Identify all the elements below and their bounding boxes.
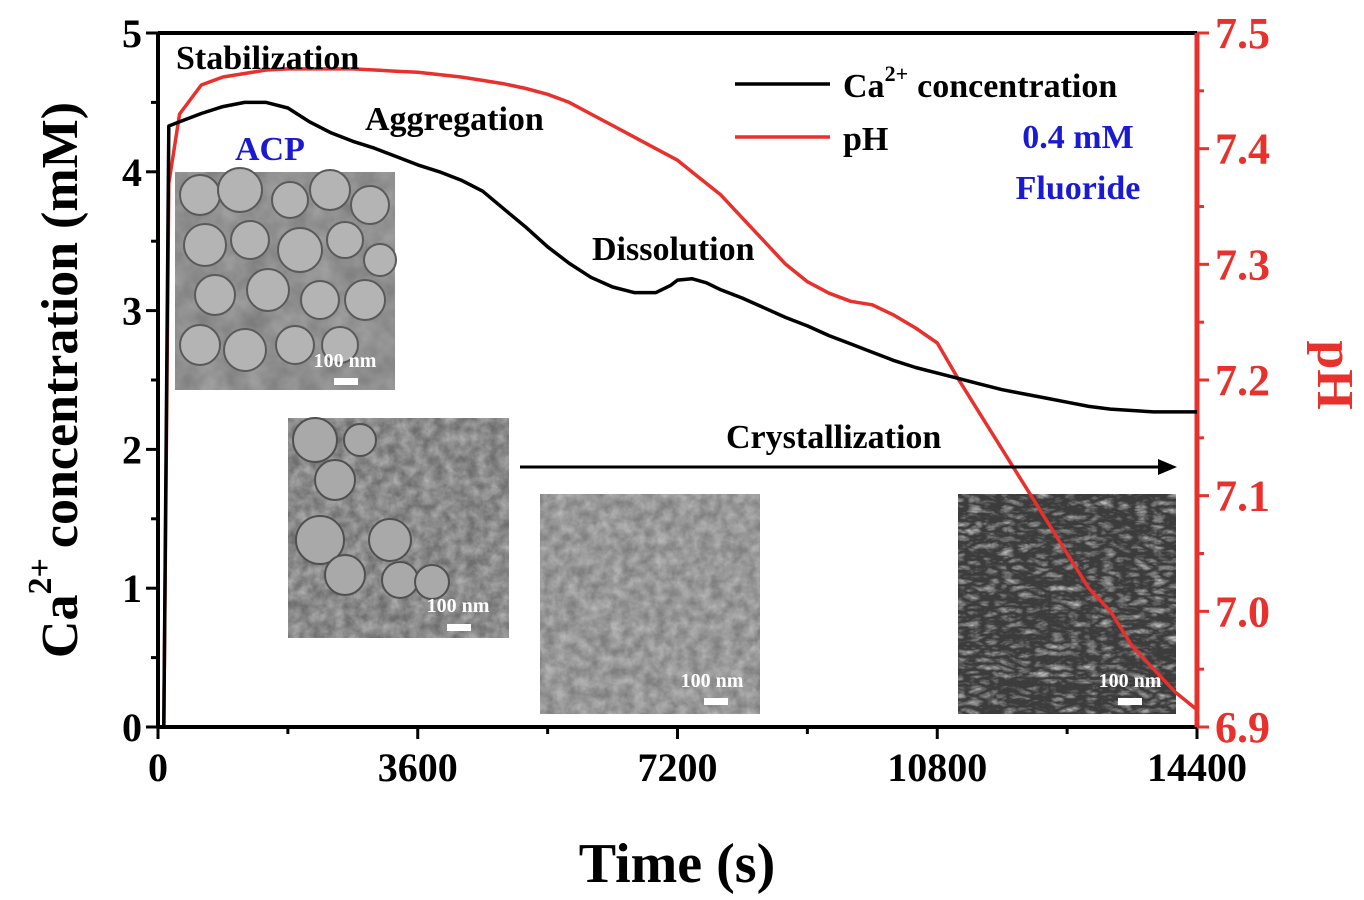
scale-bar-label: 100 nm: [681, 670, 744, 692]
x-tick-label: 7200: [638, 745, 718, 790]
y2-tick-label: 7.2: [1215, 356, 1270, 405]
annotation-acp: ACP: [235, 131, 305, 168]
sem-inset-dissolution: 100 nm: [540, 494, 760, 714]
y2-tick-label: 7.1: [1215, 472, 1270, 521]
y-tick-label: 0: [122, 705, 142, 750]
y2-tick-label: 7.0: [1215, 587, 1270, 636]
sem-inset-crystallization: 100 nm: [958, 494, 1176, 714]
x-tick-label: 10800: [887, 745, 987, 790]
x-axis-title: Time (s): [579, 833, 776, 895]
crystallization-arrow: [520, 459, 1177, 475]
y-tick-label: 3: [122, 289, 142, 334]
ca-concentration-series-line: [162, 100, 1197, 728]
x-tick-label: 3600: [378, 745, 458, 790]
scale-bar-label: 100 nm: [314, 350, 377, 372]
annotation-stabilization: Stabilization: [176, 40, 359, 77]
y-tick-label: 4: [122, 150, 142, 195]
y-axis-title: Ca2+concentration (mM): [22, 102, 89, 658]
y2-axis-title: pH: [1306, 340, 1363, 409]
scale-bar: [334, 378, 358, 385]
annotation-fluoride: Fluoride: [1016, 170, 1141, 207]
legend: Ca2+ concentration pH: [735, 61, 1117, 158]
y-tick-label: 2: [122, 427, 142, 472]
scale-bar-label: 100 nm: [1099, 670, 1162, 692]
y2-tick-label: 7.5: [1215, 9, 1270, 58]
sem-inset-acp: 100 nm: [175, 167, 397, 390]
annotation-fluoride-concentration: 0.4 mM: [1022, 119, 1133, 156]
annotation-aggregation: Aggregation: [365, 101, 544, 138]
y-tick-label: 5: [122, 11, 142, 56]
scale-bar: [704, 698, 728, 705]
legend-label-ph: pH: [843, 121, 888, 158]
ph-series-line: [162, 67, 1199, 728]
axis-ticks: 0 3600 7200 10800 14400 0 1 2 3 4 5 6.9 7.0 7.1 7.2 7.3…: [122, 9, 1270, 790]
y2-tick-label: 6.9: [1215, 703, 1270, 752]
annotation-crystallization: Crystallization: [726, 419, 941, 456]
sem-inset-aggregation: 100 nm: [288, 417, 509, 638]
y2-tick-label: 7.3: [1215, 240, 1270, 289]
legend-label-ca: Ca2+ concentration: [843, 61, 1117, 105]
annotation-dissolution: Dissolution: [592, 231, 755, 268]
x-tick-label: 0: [148, 745, 168, 790]
y-tick-label: 1: [122, 566, 142, 611]
scale-bar: [1118, 698, 1142, 705]
scale-bar: [447, 624, 471, 631]
y2-tick-label: 7.4: [1215, 125, 1270, 174]
x-tick-label: 14400: [1147, 745, 1247, 790]
scale-bar-label: 100 nm: [427, 595, 490, 617]
